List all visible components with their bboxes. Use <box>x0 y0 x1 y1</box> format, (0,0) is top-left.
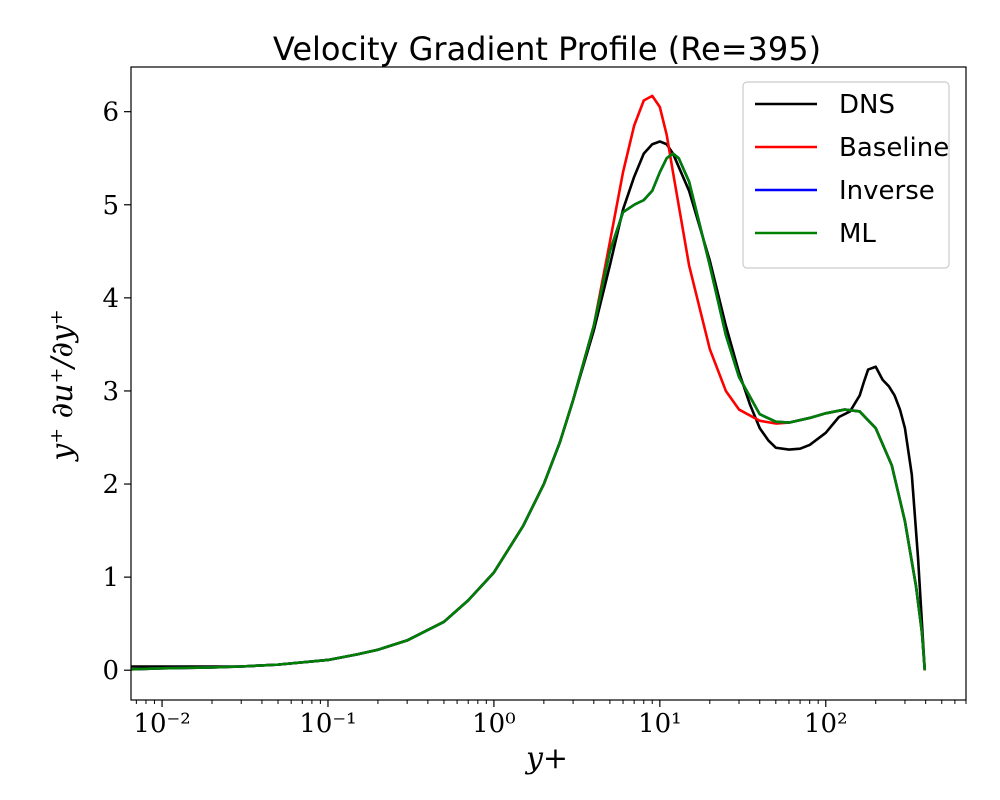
x-tick-label: 10⁻² <box>133 709 190 739</box>
series-layer <box>130 94 927 671</box>
y-tick-label: 4 <box>102 284 119 314</box>
y-tick-label: 2 <box>102 470 119 500</box>
legend-box <box>742 81 950 269</box>
y-tick-label: 6 <box>102 98 119 128</box>
legend: DNS Baseline Inverse ML <box>742 81 950 269</box>
y-tick-label: 1 <box>102 563 119 593</box>
axes-layer: 10⁻² 10⁻¹ 10⁰ 10¹ 10² 0 1 2 3 4 5 6 <box>102 66 967 739</box>
x-tick-label: 10² <box>804 709 848 739</box>
y-tick-label: 3 <box>102 377 119 407</box>
legend-label-inverse: Inverse <box>839 176 935 206</box>
y-tick-label: 0 <box>102 656 119 686</box>
legend-label-dns: DNS <box>839 90 895 120</box>
y-axis-label: y⁺ ∂u⁺/∂y⁺ <box>45 309 80 462</box>
x-tick-label: 10¹ <box>638 709 682 739</box>
chart-title: Velocity Gradient Profile (Re=395) <box>273 30 821 68</box>
plot-frame <box>130 66 967 701</box>
x-tick-label: 10⁰ <box>472 709 516 739</box>
y-tick-label: 5 <box>102 191 119 221</box>
legend-label-ml: ML <box>839 219 876 249</box>
legend-label-baseline: Baseline <box>839 133 949 163</box>
x-tick-label: 10⁻¹ <box>299 709 356 739</box>
x-axis-label: y+ <box>524 741 568 776</box>
series-line-ml <box>130 152 927 671</box>
